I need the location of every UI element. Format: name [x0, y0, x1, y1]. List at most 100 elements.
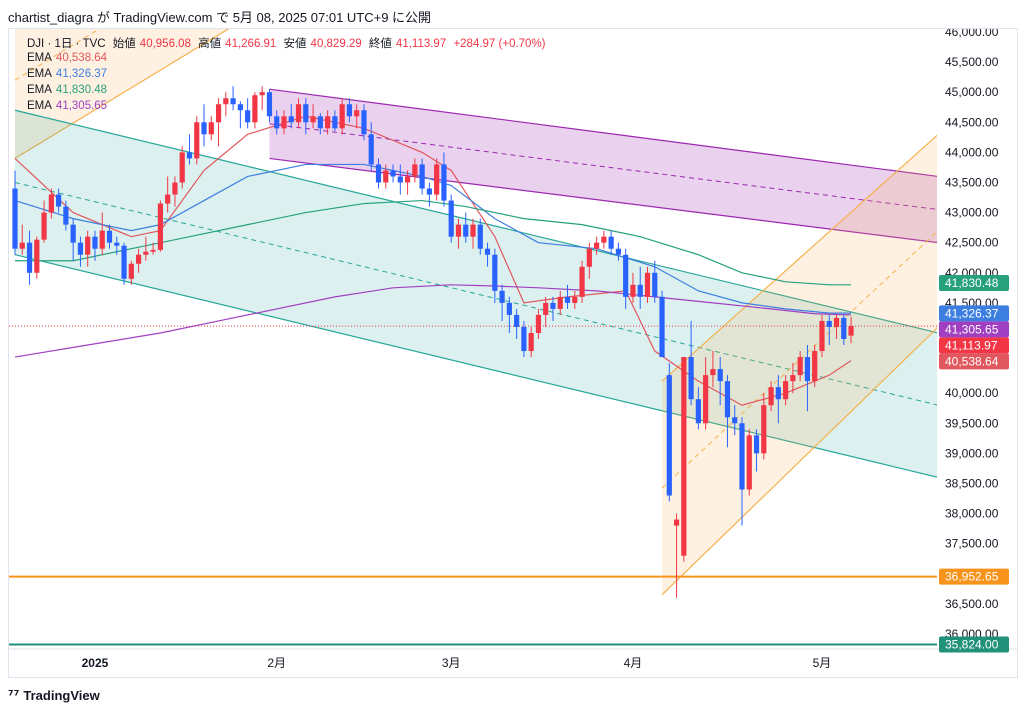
candle[interactable] [470, 218, 476, 249]
candle[interactable] [332, 110, 338, 132]
candle[interactable] [637, 266, 643, 309]
candle[interactable] [448, 194, 454, 243]
candle[interactable] [215, 98, 222, 147]
candle[interactable] [70, 218, 76, 261]
candle[interactable] [455, 218, 462, 249]
candle[interactable] [274, 110, 280, 135]
lower-orange-rising-channel-lower-line[interactable] [661, 134, 938, 382]
ema-line-3[interactable] [15, 199, 852, 286]
candle[interactable] [506, 296, 512, 333]
candle[interactable] [615, 242, 622, 261]
price-label[interactable]: 35,824.00 [939, 636, 1009, 653]
candle[interactable] [404, 170, 411, 195]
price-label[interactable]: 40,538.64 [939, 353, 1009, 370]
candle[interactable] [114, 236, 120, 255]
candle[interactable] [666, 363, 672, 502]
candle[interactable] [732, 405, 738, 436]
candle[interactable] [128, 260, 134, 285]
candle[interactable] [346, 98, 353, 123]
candle[interactable] [165, 176, 171, 213]
candle[interactable] [797, 351, 803, 382]
candle[interactable] [746, 429, 752, 496]
candle[interactable] [775, 375, 781, 424]
candle[interactable] [310, 104, 316, 129]
candle[interactable] [579, 260, 585, 303]
candle[interactable] [85, 230, 91, 267]
green-descending-channel-upper-line[interactable] [14, 109, 938, 334]
candle[interactable] [826, 314, 832, 346]
candle[interactable] [157, 200, 163, 252]
candle[interactable] [48, 188, 54, 219]
candle[interactable] [768, 381, 774, 412]
candle[interactable] [819, 314, 825, 358]
candle[interactable] [99, 212, 105, 255]
candle[interactable] [608, 230, 614, 255]
candle[interactable] [230, 86, 236, 111]
candle[interactable] [295, 98, 302, 129]
candle[interactable] [514, 308, 520, 339]
upper-orange-channel-upper-line[interactable] [14, 29, 233, 159]
candle[interactable] [477, 218, 483, 255]
candle[interactable] [528, 326, 534, 358]
candle[interactable] [56, 188, 62, 213]
candle[interactable] [237, 101, 243, 129]
candle[interactable] [535, 308, 542, 339]
candle[interactable] [521, 320, 527, 358]
price-label[interactable]: 36,952.65 [939, 568, 1009, 585]
price-label[interactable]: 41,305.65 [939, 321, 1009, 338]
tradingview-footer[interactable]: ⁷⁷ TradingView [8, 688, 100, 704]
price-label[interactable]: 41,326.37 [939, 305, 1009, 322]
candle[interactable] [252, 92, 258, 129]
candle[interactable] [208, 116, 214, 141]
candle[interactable] [135, 248, 142, 273]
candle[interactable] [245, 98, 251, 129]
candle[interactable] [652, 260, 658, 303]
candle[interactable] [150, 242, 156, 255]
candle[interactable] [63, 200, 69, 231]
candle[interactable] [492, 248, 498, 303]
candle[interactable] [586, 242, 592, 279]
candle[interactable] [368, 122, 374, 171]
candle[interactable] [12, 170, 18, 255]
candle[interactable] [441, 152, 447, 207]
symbol-label[interactable]: DJI · 1日 · TVC [27, 38, 106, 50]
ema-legend-2[interactable]: EMA 41,326.37 [27, 68, 111, 80]
candle[interactable] [390, 164, 396, 183]
candle[interactable] [106, 224, 113, 249]
candle[interactable] [426, 182, 432, 207]
ema-line-4[interactable] [14, 284, 852, 358]
candle[interactable] [266, 89, 273, 123]
candle[interactable] [172, 176, 178, 207]
candle[interactable] [790, 363, 796, 394]
candle[interactable] [34, 236, 40, 279]
candle[interactable] [354, 104, 360, 129]
candle[interactable] [833, 314, 840, 339]
candle[interactable] [695, 387, 701, 430]
candle[interactable] [41, 200, 47, 243]
price-label[interactable]: 41,830.48 [939, 274, 1009, 291]
candle[interactable] [383, 164, 389, 189]
candle[interactable] [194, 116, 200, 165]
candle[interactable] [564, 284, 571, 309]
candle[interactable] [179, 146, 185, 189]
candle[interactable] [375, 158, 382, 189]
candle[interactable] [753, 429, 760, 472]
ema-legend-4[interactable]: EMA 41,305.65 [27, 100, 111, 112]
candle[interactable] [201, 104, 207, 147]
candle[interactable] [397, 164, 403, 195]
candle[interactable] [703, 357, 709, 430]
ema-legend-1[interactable]: EMA 40,538.64 [27, 52, 111, 64]
candle[interactable] [804, 345, 811, 412]
candle[interactable] [659, 290, 665, 358]
candle[interactable] [499, 284, 505, 321]
candle[interactable] [681, 357, 687, 562]
candle[interactable] [77, 236, 84, 267]
candle[interactable] [848, 316, 854, 344]
candle[interactable] [761, 393, 767, 460]
candle[interactable] [463, 212, 469, 243]
candle[interactable] [434, 158, 440, 201]
ema-legend-3[interactable]: EMA 41,830.48 [27, 84, 111, 96]
candle[interactable] [223, 92, 229, 117]
candle[interactable] [644, 266, 651, 303]
candle[interactable] [557, 290, 563, 315]
